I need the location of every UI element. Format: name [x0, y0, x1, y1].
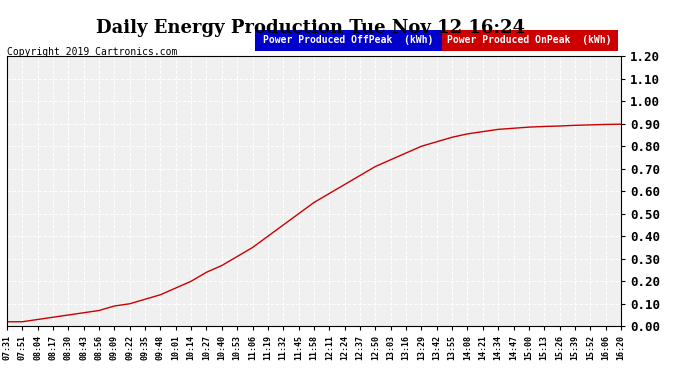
Text: Power Produced OffPeak  (kWh): Power Produced OffPeak (kWh) — [264, 35, 433, 45]
Text: Copyright 2019 Cartronics.com: Copyright 2019 Cartronics.com — [7, 47, 177, 57]
Text: Daily Energy Production Tue Nov 12 16:24: Daily Energy Production Tue Nov 12 16:24 — [96, 19, 525, 37]
Text: Power Produced OnPeak  (kWh): Power Produced OnPeak (kWh) — [447, 35, 612, 45]
